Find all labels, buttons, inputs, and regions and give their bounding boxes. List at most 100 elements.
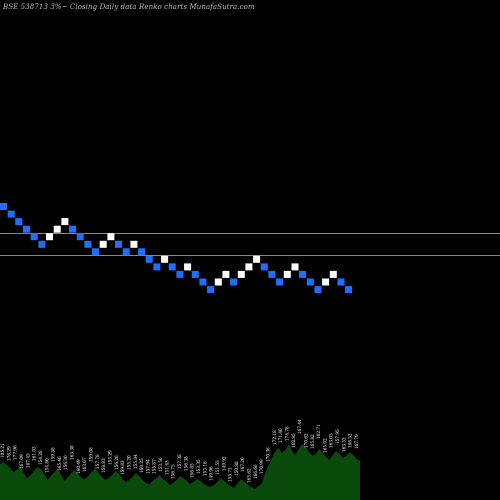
volume-label: 165.82 xyxy=(310,434,315,449)
chart-title: BSE 538713 3%~ Closing Daily data Renko … xyxy=(3,3,255,11)
volume-label: 156.30 xyxy=(63,455,68,470)
volume-label: 150.88 xyxy=(234,461,239,476)
renko-brick-up xyxy=(61,218,69,226)
renko-bricks xyxy=(0,203,353,294)
renko-brick-down xyxy=(15,218,23,226)
renko-brick-down xyxy=(0,203,7,210)
renko-brick-up xyxy=(222,270,230,278)
volume-label: 156.26 xyxy=(114,455,119,470)
renko-brick-down xyxy=(92,248,99,256)
renko-brick-down xyxy=(191,270,199,278)
renko-brick-down xyxy=(122,248,130,256)
volume-label: 165.62 xyxy=(247,468,252,483)
volume-label: 160.25 xyxy=(139,458,144,473)
volume-label: 157.78 xyxy=(95,454,100,469)
renko-brick-down xyxy=(268,270,276,278)
volume-label: 153.16 xyxy=(202,461,207,476)
volume-label: 170.62 xyxy=(303,433,308,448)
renko-brick-up xyxy=(107,233,115,241)
volume-label: 167.79 xyxy=(354,434,359,449)
renko-brick-up xyxy=(283,270,291,278)
volume-label: 163.38 xyxy=(70,445,75,460)
renko-brick-up xyxy=(322,278,330,286)
volume-label: 149.96 xyxy=(209,466,214,481)
renko-brick-up xyxy=(329,270,337,278)
renko-brick-up xyxy=(161,255,169,263)
volume-label: 163.52 xyxy=(341,437,346,452)
renko-brick-down xyxy=(199,278,207,286)
volume-label: 168.85 xyxy=(291,433,296,448)
renko-brick-up xyxy=(184,263,192,271)
renko-brick-down xyxy=(76,233,84,241)
volume-label: 155.29 xyxy=(108,450,113,465)
renko-brick-down xyxy=(314,286,322,294)
volume-label: 155.71 xyxy=(228,467,233,482)
volume-label: 159.83 xyxy=(120,460,125,475)
renko-brick-down xyxy=(7,210,15,218)
volume-label: 170.36 xyxy=(266,447,271,462)
renko-brick-up xyxy=(46,233,53,241)
volume-label: 155.20 xyxy=(126,455,131,470)
volume-label: 160.49 xyxy=(76,459,81,474)
renko-brick-up xyxy=(130,240,138,248)
renko-brick-down xyxy=(153,263,161,271)
volume-label: 167.09 xyxy=(19,454,24,469)
renko-brick-down xyxy=(260,263,268,271)
renko-brick-down xyxy=(115,240,122,248)
volume-label: 155.84 xyxy=(133,454,138,469)
volume-label: 159.08 xyxy=(89,447,94,462)
volume-label: 167.44 xyxy=(297,419,302,434)
volume-label: 153.56 xyxy=(158,457,163,472)
renko-brick-down xyxy=(276,278,284,286)
volume-label: 172.18 xyxy=(272,430,277,445)
renko-brick-down xyxy=(138,248,146,256)
renko-brick-down xyxy=(230,278,238,286)
volume-label: 165.02 xyxy=(322,438,327,453)
renko-brick-down xyxy=(38,240,46,248)
volume-label: 105.21 xyxy=(0,443,5,458)
renko-brick-down xyxy=(23,225,30,233)
volume-label: 157.95 xyxy=(335,429,340,444)
volume-label: 151.53 xyxy=(215,460,220,475)
renko-brick-up xyxy=(53,225,61,233)
renko-brick-up xyxy=(214,278,222,286)
volume-area xyxy=(0,444,360,500)
volume-label: 156.85 xyxy=(190,463,195,478)
volume-label: 162.71 xyxy=(316,424,321,439)
volume-label: 163.07 xyxy=(82,457,87,472)
renko-brick-down xyxy=(337,278,345,286)
renko-brick-up xyxy=(245,263,253,271)
volume-label: 165.46 xyxy=(57,456,62,471)
volume-label: 177.96 xyxy=(13,445,18,460)
volume-label: 176.29 xyxy=(6,446,11,461)
renko-brick-down xyxy=(345,286,353,294)
volume-label: 171.40 xyxy=(278,428,283,443)
renko-brick-up xyxy=(237,270,245,278)
volume-label: 167.20 xyxy=(240,457,245,472)
renko-brick-down xyxy=(145,255,153,263)
renko-brick-up xyxy=(99,240,107,248)
reference-lines xyxy=(0,233,500,256)
renko-brick-up xyxy=(291,263,299,271)
volume-label: 166.52 xyxy=(348,433,353,448)
volume-label: 156.75 xyxy=(171,464,176,479)
renko-brick-down xyxy=(299,270,307,278)
renko-brick-down xyxy=(168,263,176,271)
renko-brick-down xyxy=(176,270,184,278)
volume-label: 161.03 xyxy=(32,446,37,461)
volume-label: 154.28 xyxy=(38,450,43,465)
volume-label: 174.78 xyxy=(285,426,290,441)
volume-label: 149.92 xyxy=(221,456,226,471)
volume-label: 163.05 xyxy=(329,433,334,448)
volume-label: 158.83 xyxy=(101,458,106,473)
renko-brick-down xyxy=(306,278,314,286)
renko-brick-up xyxy=(253,255,261,263)
volume-label: 159.38 xyxy=(51,447,56,462)
volume-label: 157.38 xyxy=(177,454,182,469)
volume-label: 170.99 xyxy=(259,459,264,474)
volume-label: 154.80 xyxy=(44,458,49,473)
renko-brick-down xyxy=(84,240,92,248)
volume-label: 156.38 xyxy=(183,456,188,471)
